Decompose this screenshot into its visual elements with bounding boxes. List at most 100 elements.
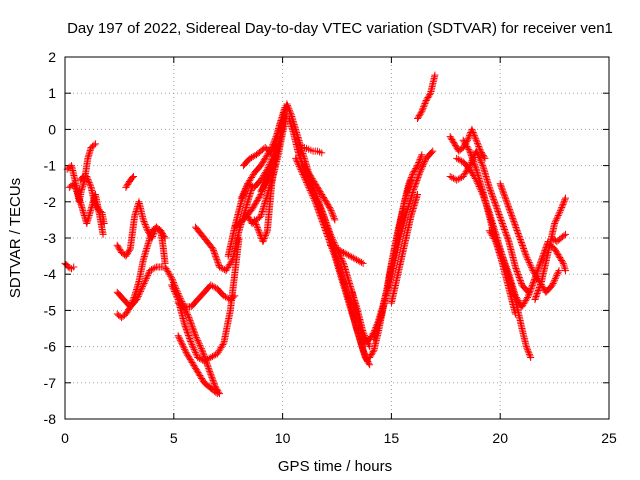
data-point <box>256 230 264 238</box>
data-point <box>492 238 500 246</box>
data-point <box>129 297 137 305</box>
data-point <box>369 348 377 356</box>
data-point <box>501 260 509 268</box>
data-point <box>183 327 191 335</box>
data-point <box>320 193 328 201</box>
data-point <box>490 195 498 203</box>
data-point <box>524 347 532 355</box>
data-point <box>240 188 248 196</box>
data-point <box>414 162 422 170</box>
data-point <box>206 367 214 375</box>
data-point <box>358 330 366 338</box>
data-point <box>472 135 480 143</box>
data-point <box>185 314 193 322</box>
data-point <box>513 226 521 234</box>
data-point <box>267 149 275 157</box>
data-point <box>558 202 566 210</box>
data-point <box>125 248 133 256</box>
data-point <box>418 106 426 114</box>
data-point <box>502 230 510 238</box>
data-point <box>338 248 346 256</box>
data-point <box>326 205 334 213</box>
data-point <box>554 251 562 259</box>
data-point <box>316 202 324 210</box>
data-point <box>70 263 78 271</box>
data-point <box>561 194 569 202</box>
data-point <box>313 194 321 202</box>
data-point <box>553 271 561 279</box>
data-point <box>71 183 79 191</box>
data-point <box>285 105 293 113</box>
data-point <box>299 170 307 178</box>
data-point <box>551 245 559 253</box>
data-point <box>174 332 182 340</box>
data-point <box>194 338 202 346</box>
data-point <box>193 367 201 375</box>
data-point <box>497 217 505 225</box>
data-point <box>448 173 456 181</box>
data-point <box>72 186 80 194</box>
data-point <box>452 143 460 151</box>
data-point <box>450 138 458 146</box>
data-point <box>360 349 368 357</box>
data-point <box>326 241 334 249</box>
data-point <box>341 249 349 257</box>
data-point <box>192 366 200 374</box>
data-point <box>318 149 326 157</box>
data-point <box>198 346 206 354</box>
data-point <box>300 172 308 180</box>
data-point <box>180 344 188 352</box>
data-point <box>85 177 93 185</box>
data-point <box>495 210 503 218</box>
data-point <box>497 215 505 223</box>
data-point <box>421 100 429 108</box>
data-point <box>490 197 498 205</box>
data-point <box>186 334 194 342</box>
data-point <box>505 205 513 213</box>
data-point <box>185 354 193 362</box>
data-point <box>469 129 477 137</box>
data-point <box>191 347 199 355</box>
data-point <box>297 166 305 174</box>
data-point <box>124 180 132 188</box>
data-point <box>446 172 454 180</box>
data-point <box>116 246 124 254</box>
data-point <box>351 255 359 263</box>
data-point <box>492 201 500 209</box>
data-point <box>419 162 427 170</box>
data-point <box>315 199 323 207</box>
data-point <box>467 152 475 160</box>
data-point <box>330 214 338 222</box>
data-point <box>454 155 462 163</box>
data-point <box>415 112 423 120</box>
data-point <box>184 331 192 339</box>
data-point <box>254 225 262 233</box>
data-point <box>199 376 207 384</box>
data-point <box>465 133 473 141</box>
data-point <box>183 350 191 358</box>
data-point <box>522 343 530 351</box>
data-point <box>497 181 505 189</box>
data-point <box>199 348 207 356</box>
data-point <box>189 324 197 332</box>
data-point <box>416 110 424 118</box>
data-point <box>176 336 184 344</box>
data-point <box>561 196 569 204</box>
data-point <box>520 246 528 254</box>
data-point <box>257 162 265 170</box>
data-point <box>191 330 199 338</box>
data-point <box>453 154 461 162</box>
data-point <box>554 213 562 221</box>
data-point <box>190 361 198 369</box>
data-point <box>208 282 216 290</box>
data-point <box>187 337 195 345</box>
data-point <box>420 101 428 109</box>
data-point <box>255 227 263 235</box>
data-point <box>100 220 108 228</box>
data-point <box>451 140 459 148</box>
data-point <box>353 256 361 264</box>
data-point <box>495 244 503 252</box>
data-point <box>259 157 267 165</box>
data-point <box>416 155 424 163</box>
data-point <box>318 206 326 214</box>
